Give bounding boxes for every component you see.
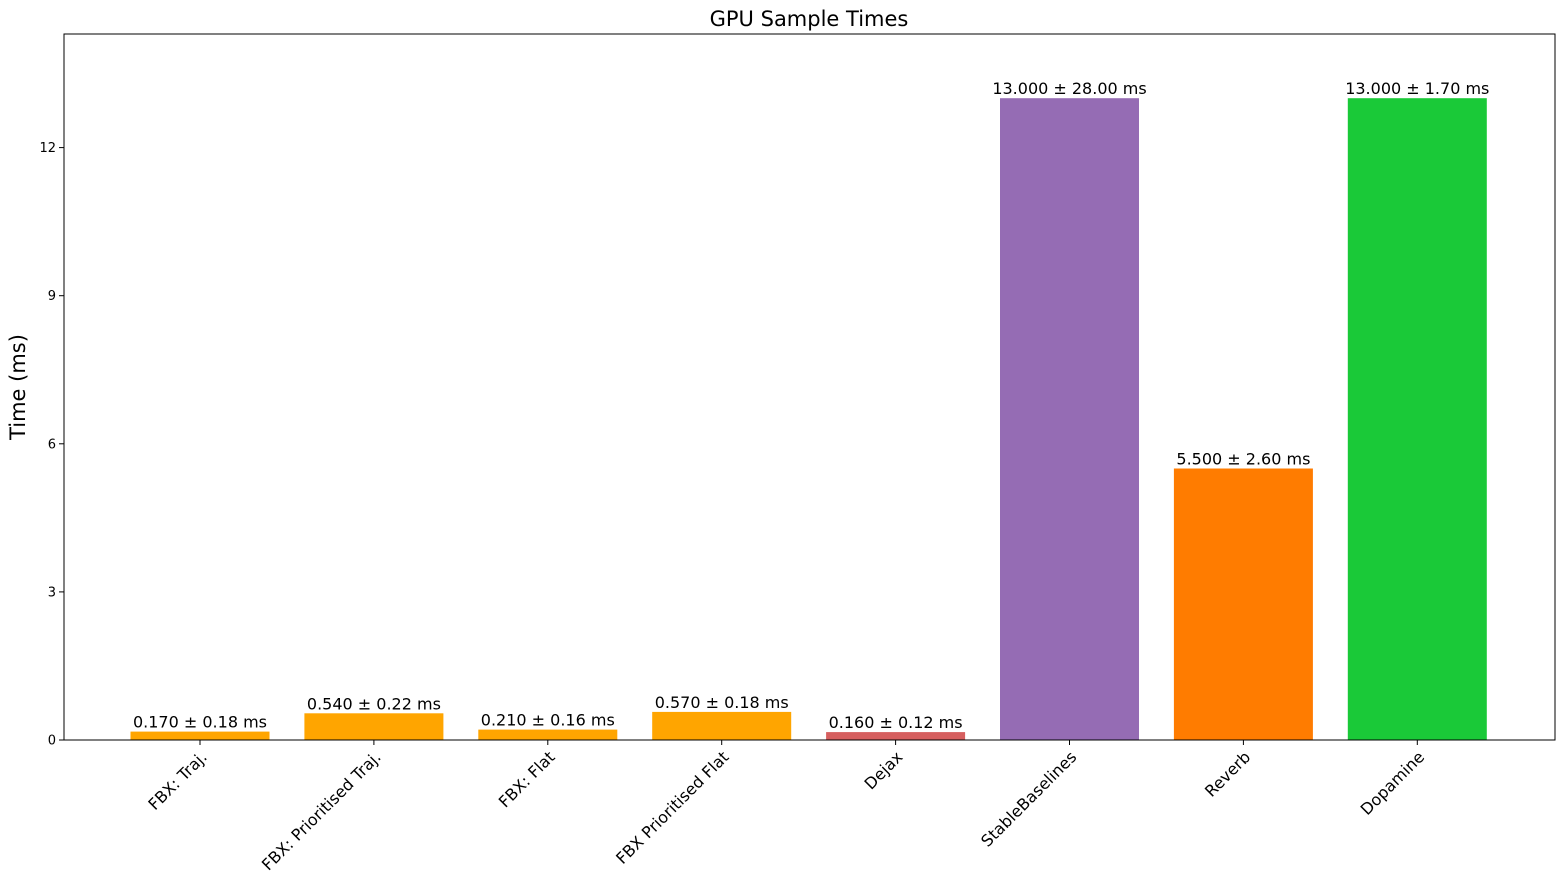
x-tick-label-6: Reverb: [1201, 747, 1254, 800]
x-tick-label-1: FBX: Prioritised Traj.: [258, 747, 385, 874]
y-tick-label-1: 3: [48, 585, 56, 600]
x-tick-label-2: FBX: Flat: [495, 747, 559, 811]
y-tick-label-2: 6: [48, 437, 56, 452]
x-tick-label-0: FBX: Traj.: [144, 747, 210, 813]
bar-2: [478, 729, 618, 740]
bar-6: [1173, 468, 1313, 740]
data-labels-group: 0.170 ± 0.18 ms 0.540 ± 0.22 ms 0.210 ± 0.…: [133, 79, 1489, 732]
bar-5: [1000, 98, 1139, 740]
plot-frame: [63, 33, 1556, 741]
bar-1: [304, 713, 444, 740]
y-axis-ticks: 0 3 6 9 12: [39, 141, 64, 749]
data-label-7: 13.000 ± 1.70 ms: [1345, 79, 1489, 98]
bar-7: [1347, 98, 1487, 740]
x-tick-label-7: Dopamine: [1357, 747, 1428, 818]
y-tick-label-0: 0: [48, 734, 56, 749]
x-axis-ticks: FBX: Traj. FBX: Prioritised Traj. FBX: Fla…: [144, 740, 1428, 874]
data-label-5: 13.000 ± 28.00 ms: [992, 79, 1146, 98]
x-tick-label-4: Dejax: [861, 747, 907, 793]
y-tick-label-4: 12: [39, 141, 56, 156]
bars-group: [130, 98, 1487, 740]
y-tick-label-3: 9: [48, 289, 56, 304]
x-tick-label-3: FBX Prioritised Flat: [612, 747, 732, 867]
data-label-6: 5.500 ± 2.60 ms: [1176, 450, 1310, 469]
bar-4: [826, 732, 966, 740]
data-label-4: 0.160 ± 0.12 ms: [829, 713, 963, 732]
x-tick-label-5: StableBaselines: [977, 747, 1080, 850]
data-label-1: 0.540 ± 0.22 ms: [307, 694, 441, 713]
y-axis-label: Time (ms): [6, 334, 30, 441]
bar-0: [130, 731, 270, 740]
data-label-0: 0.170 ± 0.18 ms: [133, 713, 267, 732]
chart-title: GPU Sample Times: [710, 7, 909, 31]
data-label-3: 0.570 ± 0.18 ms: [655, 693, 789, 712]
data-label-2: 0.210 ± 0.16 ms: [481, 711, 615, 730]
bar-3: [652, 711, 792, 740]
